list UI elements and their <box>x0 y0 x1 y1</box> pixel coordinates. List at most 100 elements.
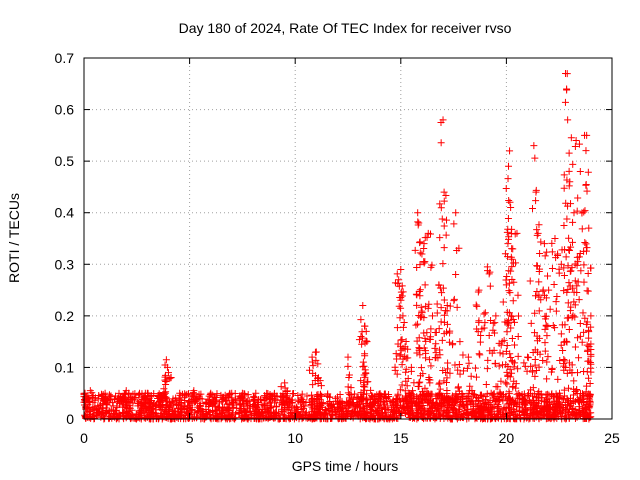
data-point <box>466 387 474 395</box>
data-point <box>558 321 566 329</box>
data-point <box>485 331 493 339</box>
data-point <box>532 188 540 196</box>
baseline-point <box>123 404 131 412</box>
baseline-point <box>387 413 395 421</box>
data-point <box>413 301 421 309</box>
baseline-point <box>276 414 284 422</box>
data-point <box>421 234 429 242</box>
data-point <box>550 281 558 289</box>
data-point <box>491 329 499 337</box>
baseline-point <box>154 391 162 399</box>
data-point <box>444 359 452 367</box>
data-point <box>572 137 580 145</box>
plot-frame <box>83 57 613 420</box>
data-point <box>560 386 568 394</box>
baseline-point <box>453 409 461 417</box>
baseline-point <box>500 406 508 414</box>
data-point <box>402 337 410 345</box>
baseline-point <box>347 401 355 409</box>
data-point <box>560 338 568 346</box>
data-point <box>503 368 511 376</box>
baseline-point <box>369 398 377 406</box>
baseline-point <box>270 389 278 397</box>
baseline-point <box>279 389 287 397</box>
data-point <box>512 259 520 267</box>
baseline-point <box>145 403 153 411</box>
data-point <box>552 298 560 306</box>
baseline-point <box>379 401 387 409</box>
data-point <box>502 185 510 193</box>
data-point <box>581 238 589 246</box>
baseline-point <box>382 395 390 403</box>
baseline-point <box>514 394 522 402</box>
data-point <box>581 207 589 215</box>
data-point <box>536 250 544 258</box>
data-point <box>565 149 573 157</box>
baseline-point <box>306 398 314 406</box>
data-point <box>574 278 582 286</box>
data-point <box>542 294 550 302</box>
data-point <box>403 382 411 390</box>
baseline-point <box>349 407 357 415</box>
y-tick-label: 0.1 <box>55 359 75 375</box>
data-point <box>423 388 431 396</box>
baseline-point <box>184 409 192 417</box>
data-point <box>309 369 317 377</box>
data-point <box>437 118 445 126</box>
data-point <box>554 375 562 383</box>
baseline-point <box>237 400 245 408</box>
data-point <box>535 278 543 286</box>
baseline-point <box>102 408 110 416</box>
data-point <box>438 215 446 223</box>
baseline-point <box>122 411 130 419</box>
data-point <box>312 356 320 364</box>
baseline-point <box>329 412 337 420</box>
baseline-point <box>97 401 105 409</box>
baseline-point <box>488 407 496 415</box>
baseline-point <box>294 405 302 413</box>
data-point <box>398 282 406 290</box>
data-point <box>563 314 571 322</box>
baseline-point <box>129 395 137 403</box>
data-point <box>480 310 488 318</box>
data-point <box>399 312 407 320</box>
data-point <box>426 336 434 344</box>
data-point <box>564 262 572 270</box>
data-point <box>584 168 592 176</box>
baseline-point <box>148 404 156 412</box>
data-point <box>492 312 500 320</box>
data-point <box>357 332 365 340</box>
data-point <box>436 200 444 208</box>
x-axis-ticks: 0 5 10 15 20 25 <box>80 58 620 446</box>
data-point <box>529 368 537 376</box>
data-point <box>344 383 352 391</box>
data-point <box>506 365 514 373</box>
data-point <box>363 338 371 346</box>
data-point <box>507 324 515 332</box>
x-axis-label: GPS time / hours <box>292 458 399 474</box>
y-tick-label: 0.5 <box>55 153 75 169</box>
data-point <box>585 224 593 232</box>
data-point <box>531 154 539 162</box>
data-point <box>563 215 571 223</box>
baseline-point <box>169 395 177 403</box>
data-point <box>580 328 588 336</box>
data-point <box>571 143 579 151</box>
data-point <box>570 298 578 306</box>
y-tick-label: 0.2 <box>55 308 75 324</box>
baseline-point <box>219 403 227 411</box>
data-point <box>535 221 543 229</box>
data-point <box>573 369 581 377</box>
baseline-point <box>210 393 218 401</box>
data-point <box>560 362 568 370</box>
baseline-point <box>579 408 587 416</box>
baseline-point <box>346 391 354 399</box>
data-point <box>544 390 552 398</box>
baseline-point <box>316 391 324 399</box>
baseline-point <box>413 402 421 410</box>
data-point <box>422 337 430 345</box>
data-point <box>584 270 592 278</box>
data-point <box>583 244 591 252</box>
baseline-point <box>147 393 155 401</box>
